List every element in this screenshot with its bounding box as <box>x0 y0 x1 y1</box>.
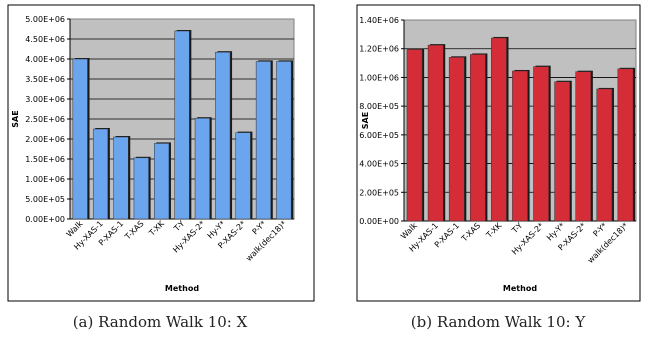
y-tick-label: 3.00E+06 <box>25 95 65 104</box>
y-tick-label: 1.40E+06 <box>359 16 399 25</box>
y-tick-label: 4.00E+06 <box>25 55 65 64</box>
bar <box>194 117 210 220</box>
y-axis-title: SAE <box>361 112 370 129</box>
bar <box>215 51 231 220</box>
bar <box>617 68 634 222</box>
x-axis-title: Method <box>503 284 537 293</box>
bar <box>113 136 129 220</box>
y-tick-label: 0.00E+00 <box>359 217 399 226</box>
bar <box>133 157 149 220</box>
bar <box>72 58 88 220</box>
y-tick-label: 6.00E+05 <box>359 131 399 140</box>
y-tick-label: 0.00E+00 <box>25 215 65 224</box>
bar <box>174 30 190 220</box>
y-tick-label: 5.00E+06 <box>25 15 65 24</box>
y-tick-label: 1.50E+06 <box>25 155 65 164</box>
bar <box>491 37 507 222</box>
y-tick-label: 1.20E+06 <box>359 45 399 54</box>
bar <box>92 128 109 220</box>
y-tick-label: 2.00E+06 <box>25 135 65 144</box>
bar <box>533 66 549 222</box>
bar <box>406 49 423 222</box>
bar <box>512 70 528 222</box>
x-axis-title: Method <box>165 284 199 293</box>
chart-random-walk-y: 0.00E+00 2.00E+05 4.00E+05 6.00E+05 8.00E+05… <box>356 4 641 331</box>
bar <box>448 57 465 222</box>
bar <box>554 81 571 222</box>
y-tick-label: 5.00E+05 <box>25 195 65 204</box>
figure-caption: (b) Random Walk 10: Y <box>411 313 587 331</box>
bar <box>276 61 292 220</box>
y-tick-label: 2.50E+06 <box>25 115 65 124</box>
bar <box>427 44 444 222</box>
y-axis-title: SAE <box>11 110 20 127</box>
chart-random-walk-x: 0.00E+00 5.00E+05 1.00E+06 1.50E+06 2.00E+06… <box>7 4 315 331</box>
bar <box>575 71 592 222</box>
y-tick-label: 2.00E+05 <box>359 188 399 197</box>
bar <box>235 132 251 220</box>
y-tick-label: 1.00E+06 <box>25 175 65 184</box>
bar <box>255 61 272 220</box>
y-tick-label: 3.50E+06 <box>25 75 65 84</box>
y-tick-label: 4.00E+05 <box>359 160 399 169</box>
bar <box>154 143 170 220</box>
y-tick-label: 4.50E+06 <box>25 35 65 44</box>
y-tick-label: 1.00E+06 <box>359 73 399 82</box>
bar <box>469 54 486 222</box>
y-tick-label: 8.00E+05 <box>359 102 399 111</box>
bar <box>596 88 613 222</box>
figure-caption: (a) Random Walk 10: X <box>73 313 248 331</box>
